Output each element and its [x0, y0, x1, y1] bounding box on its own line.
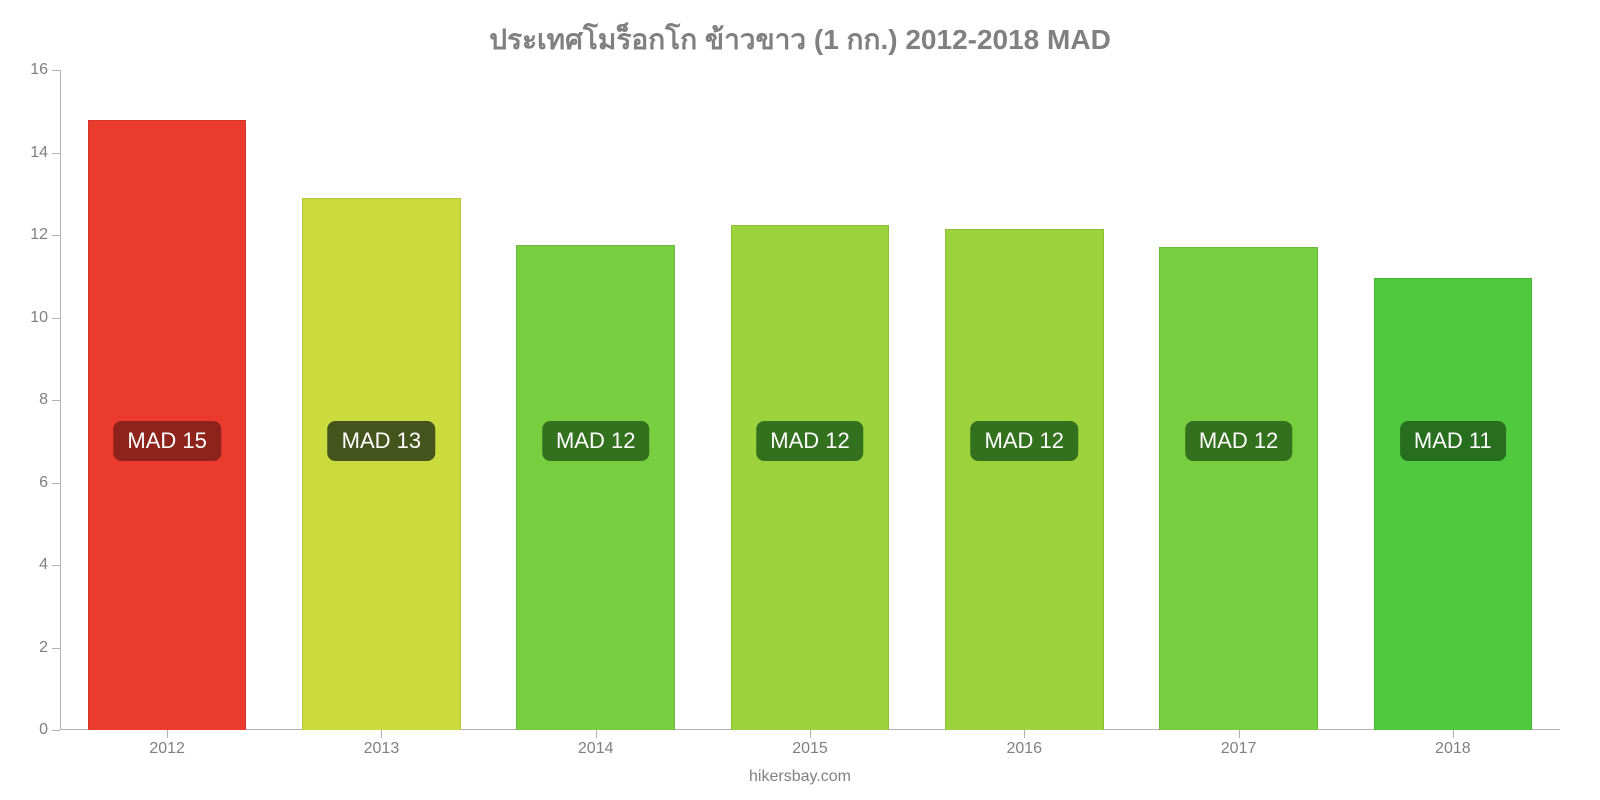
y-tick-label: 2	[39, 639, 60, 657]
bar-value-label: MAD 15	[113, 421, 220, 461]
credit-text: hikersbay.com	[0, 768, 1600, 786]
bar-value-label: MAD 13	[328, 421, 435, 461]
bars-layer: MAD 15 MAD 13 MAD 12 MAD 12 MAD 12 MAD 12 MAD …	[60, 70, 1560, 730]
y-tick-label: 4	[39, 556, 60, 574]
bar	[1159, 247, 1318, 730]
x-tick-label: 2017	[1221, 730, 1257, 758]
bar-value-label: MAD 12	[756, 421, 863, 461]
x-tick-label: 2015	[792, 730, 828, 758]
bar	[945, 229, 1104, 730]
chart-title: ประเทศโมร็อกโก ข้าวขาว (1 กก.) 2012-2018…	[0, 0, 1600, 62]
x-tick-label: 2018	[1435, 730, 1471, 758]
y-tick-label: 14	[30, 144, 60, 162]
bar-value-label: MAD 11	[1400, 421, 1506, 461]
bar-value-label: MAD 12	[542, 421, 649, 461]
y-tick-label: 6	[39, 474, 60, 492]
y-tick-label: 12	[30, 226, 60, 244]
bar-chart: ประเทศโมร็อกโก ข้าวขาว (1 กก.) 2012-2018…	[0, 0, 1600, 800]
x-tick-label: 2012	[149, 730, 185, 758]
bar	[516, 245, 675, 730]
x-tick-label: 2016	[1006, 730, 1042, 758]
y-tick-label: 8	[39, 391, 60, 409]
x-tick-label: 2014	[578, 730, 614, 758]
x-tick-label: 2013	[364, 730, 400, 758]
y-tick-label: 0	[39, 721, 60, 739]
plot-area: 0246810121416 20122013201420152016201720…	[60, 70, 1560, 730]
y-tick-label: 16	[30, 61, 60, 79]
bar-value-label: MAD 12	[971, 421, 1078, 461]
bar	[1374, 278, 1533, 730]
y-tick-label: 10	[30, 309, 60, 327]
bar	[302, 198, 461, 730]
bar-value-label: MAD 12	[1185, 421, 1292, 461]
bar	[731, 225, 890, 730]
